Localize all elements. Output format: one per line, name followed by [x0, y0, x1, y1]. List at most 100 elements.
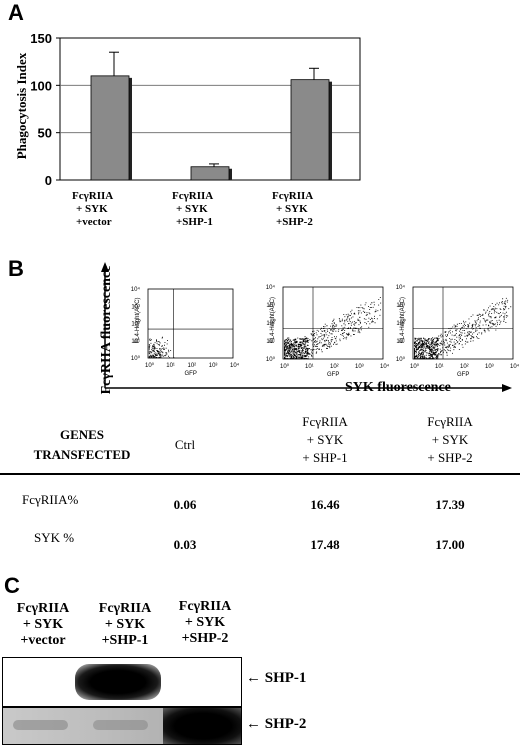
bar	[290, 79, 330, 181]
bar	[190, 166, 230, 181]
cell-syk-ctrl: 0.03	[173, 537, 197, 552]
col-header-shp2-l2: + SYK	[431, 432, 469, 447]
y-tick-label: 100	[30, 78, 52, 93]
shp2-band	[163, 708, 241, 744]
shp2-faint-band-1	[13, 720, 68, 730]
shp1-band	[75, 664, 161, 700]
flow-dots	[148, 336, 175, 359]
lane3-l2: + SYK	[184, 615, 226, 630]
col-header-shp1-l1: FcγRIIA	[302, 414, 348, 429]
shp1-label-wrap: ← SHP-1	[246, 670, 306, 687]
col-header-shp1: FcγRIIA + SYK + SHP-1	[275, 413, 375, 467]
flow-ytick: 10³	[396, 303, 405, 309]
flow-xlabel: GFP	[457, 372, 469, 378]
flow-xtick: 10⁰	[145, 362, 155, 369]
flow-xtick: 10²	[460, 364, 469, 370]
panel-c-letter: C	[4, 573, 20, 598]
panel-a-letter: A	[8, 0, 24, 25]
flow-ytick: 10¹	[131, 339, 140, 345]
flow-ytick: 10⁴	[131, 286, 141, 293]
lane2-l2: + SYK	[104, 617, 146, 632]
condition-line: FcγRIIA	[272, 190, 314, 202]
flow-ytick: 10⁰	[396, 356, 406, 363]
blot-shp2	[2, 707, 242, 745]
col-header-shp2-l1: FcγRIIA	[427, 414, 473, 429]
cell-syk-shp1: 17.48	[310, 537, 340, 552]
flow-ytick: 10¹	[266, 339, 275, 345]
flow-dots	[284, 297, 382, 360]
lane1-l3: +vector	[20, 633, 66, 648]
lane2-l3: +SHP-1	[101, 633, 149, 648]
panel-b-letter: B	[8, 256, 24, 281]
row-label-fcgriia: FcγRIIA%	[22, 492, 79, 507]
flow-ytick: 10⁰	[266, 356, 276, 363]
flow-ytick: 10²	[396, 321, 405, 327]
condition-line: + SYK	[76, 203, 108, 215]
condition-line: FcγRIIA	[172, 190, 214, 202]
condition-line: + SYK	[176, 203, 208, 215]
condition-line: FcγRIIA	[72, 190, 114, 202]
shp2-faint-band-2	[93, 720, 148, 730]
condition-label: FcγRIIA + SYK +vector	[72, 190, 152, 229]
flow-ytick: 10⁴	[396, 284, 406, 291]
condition-line: +SHP-2	[276, 216, 313, 228]
cell-fcgriia-ctrl: 0.06	[173, 497, 197, 512]
flow-ylabel: FL4-Height(APC)	[135, 297, 141, 343]
header-line-1: GENES	[59, 427, 105, 442]
lane3-l3: +SHP-2	[181, 631, 229, 646]
flow-ytick: 10⁰	[131, 355, 141, 362]
cell-fcgriia-shp1: 16.46	[310, 497, 340, 512]
condition-line: +SHP-1	[176, 216, 213, 228]
flow-xtick: 10²	[330, 364, 339, 370]
lane1-l1: FcγRIIA	[16, 601, 70, 616]
flow-axes	[101, 262, 512, 392]
condition-line: + SYK	[276, 203, 308, 215]
flow-xlabel: GFP	[185, 371, 197, 377]
syk-fluorescence-label: SYK fluorescence	[345, 380, 451, 395]
lane-label-shp2: FcγRIIA + SYK +SHP-2	[166, 599, 244, 647]
lane3-l1: FcγRIIA	[178, 599, 232, 614]
flow-xtick: 10¹	[305, 364, 314, 370]
genes-transfected-header: GENES TRANSFECTED	[12, 425, 152, 465]
flow-xtick: 10²	[188, 363, 197, 369]
flow-xtick: 10³	[209, 363, 218, 369]
flow-ytick: 10¹	[396, 339, 405, 345]
flow-xtick: 10³	[355, 364, 364, 370]
flow-ytick: 10²	[131, 322, 140, 328]
table-divider	[0, 473, 520, 475]
flow-xtick: 10¹	[435, 364, 444, 370]
flow-xtick: 10⁰	[410, 363, 420, 370]
flow-plots: FL4-Height(APC) GFP 10⁰ 10⁰ 10¹ 10¹ 10² 10² 10³ 1…	[131, 284, 520, 378]
condition-line: +vector	[76, 216, 112, 228]
shp2-label: SHP-2	[264, 716, 307, 732]
header-line-2: TRANSFECTED	[33, 447, 131, 462]
flow-plot-frame	[282, 286, 384, 360]
col-header-shp1-l3: + SHP-1	[302, 450, 348, 465]
flow-ylabel: FL4-Height(APC)	[400, 297, 406, 343]
flow-xtick: 10⁴	[510, 363, 520, 370]
condition-label: FcγRIIA + SYK +SHP-2	[272, 190, 352, 229]
col-header-ctrl: Ctrl	[174, 437, 196, 452]
flow-xtick: 10⁴	[230, 362, 240, 369]
flow-ytick: 10⁴	[266, 284, 276, 291]
blot-shp1	[2, 657, 242, 707]
flow-plot-frame	[147, 288, 234, 359]
y-tick-label: 150	[30, 31, 52, 46]
shp2-label-wrap: ← SHP-2	[246, 716, 306, 733]
cell-syk-shp2: 17.00	[435, 537, 465, 552]
flow-ylabel: FL4-Height(APC)	[270, 297, 276, 343]
flow-xtick: 10³	[485, 364, 494, 370]
flow-xlabel: GFP	[327, 372, 339, 378]
condition-label: FcγRIIA + SYK +SHP-1	[172, 190, 252, 229]
col-header-shp2: FcγRIIA + SYK + SHP-2	[400, 413, 500, 467]
phagocytosis-bar-chart: 0 50 100 150	[30, 31, 361, 188]
row-label-syk: SYK %	[34, 530, 75, 545]
arrow-icon: ←	[246, 670, 261, 686]
bar	[90, 75, 130, 181]
lane2-l1: FcγRIIA	[98, 601, 152, 616]
flow-xtick: 10⁰	[280, 363, 290, 370]
flow-xtick: 10¹	[166, 363, 175, 369]
flow-dots	[414, 297, 512, 360]
flow-ytick: 10³	[131, 304, 140, 310]
y-tick-label: 0	[45, 173, 52, 188]
